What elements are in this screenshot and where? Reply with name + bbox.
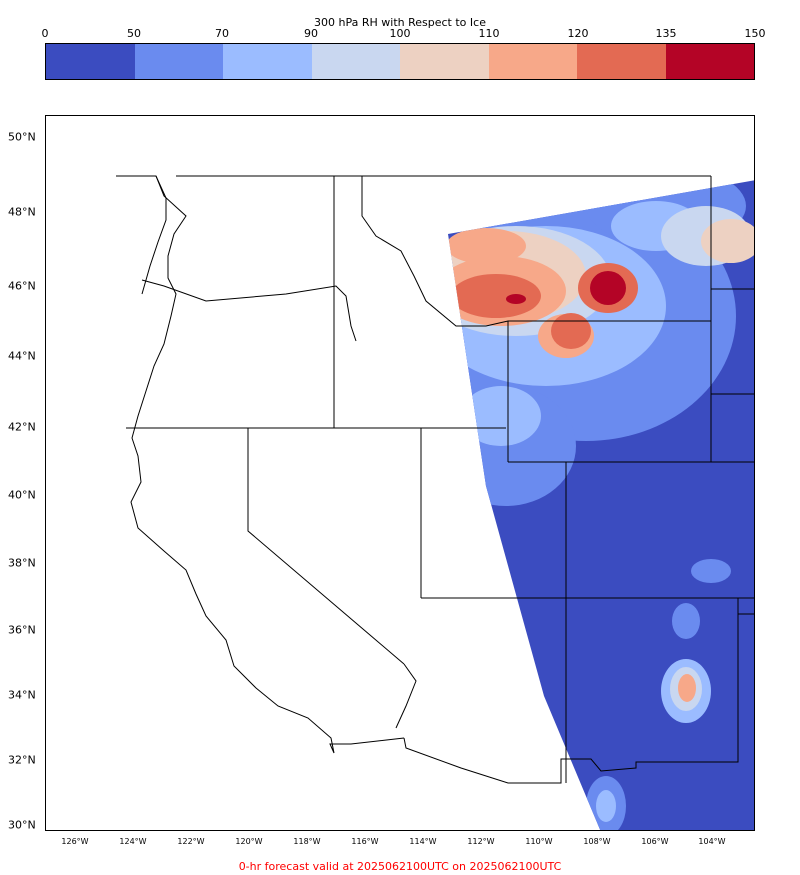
colorbar-tick: 150 [744,27,766,40]
rh-region [596,790,616,822]
rh-region [691,559,731,583]
longitude-label: 126°W [61,837,89,846]
rh-field [448,180,754,830]
longitude-label: 116°W [351,837,379,846]
rh-region [590,271,626,305]
longitude-label: 122°W [177,837,205,846]
latitude-label: 40°N [8,488,36,502]
latitude-label: 46°N [8,279,36,293]
wa-or-border [141,279,357,342]
colorbar [45,43,755,80]
latitude-label: 34°N [8,688,36,702]
colorbar-tick: 0 [41,27,49,40]
longitude-label: 118°W [293,837,321,846]
latitude-label: 30°N [8,818,36,832]
rh-region [672,603,700,639]
az-ca-border [395,663,417,729]
latitude-label: 36°N [8,623,36,637]
colorbar-segment [223,44,312,79]
rh-region [551,313,591,349]
state-borders [126,175,754,783]
latitude-label: 42°N [8,420,36,434]
rh-region [448,228,526,264]
colorbar-tick: 135 [655,27,677,40]
ca-nv-border [247,428,405,665]
longitude-label: 124°W [119,837,147,846]
colorbar-title: 300 hPa RH with Respect to Ice [314,16,486,29]
latitude-label: 38°N [8,556,36,570]
coastline [130,175,405,754]
colorbar-tick: 110 [478,27,500,40]
colorbar-tick: 70 [215,27,229,40]
longitude-label: 108°W [583,837,611,846]
longitude-label: 112°W [467,837,495,846]
latitude-label: 44°N [8,349,36,363]
colorbar-segment [134,44,223,79]
longitude-label: 106°W [641,837,669,846]
latitude-label: 50°N [8,130,36,144]
forecast-valid-caption: 0-hr forecast valid at 2025062100UTC on … [238,860,562,873]
rh-region [451,274,541,318]
longitude-label: 114°W [409,837,437,846]
colorbar-tick: 50 [127,27,141,40]
longitude-label: 110°W [525,837,553,846]
map-svg [116,175,754,830]
rh-region [678,674,696,702]
latitude-label: 48°N [8,205,36,219]
longitude-label: 104°W [698,837,726,846]
colorbar-tick: 90 [304,27,318,40]
colorbar-segment [577,44,666,79]
rh-region [461,386,541,446]
map-panel [45,115,755,831]
colorbar-segment [665,44,754,79]
latitude-label: 32°N [8,753,36,767]
rh-region [506,294,526,304]
colorbar-tick: 120 [567,27,589,40]
colorbar-segment [311,44,400,79]
colorbar-segment [46,44,135,79]
longitude-label: 120°W [235,837,263,846]
colorbar-segment [488,44,577,79]
rh-region [701,219,754,263]
colorbar-tick: 100 [389,27,411,40]
washington-coast [116,175,167,295]
colorbar-segment [400,44,489,79]
mexico-border [403,732,739,784]
id-mt-border [361,176,509,327]
